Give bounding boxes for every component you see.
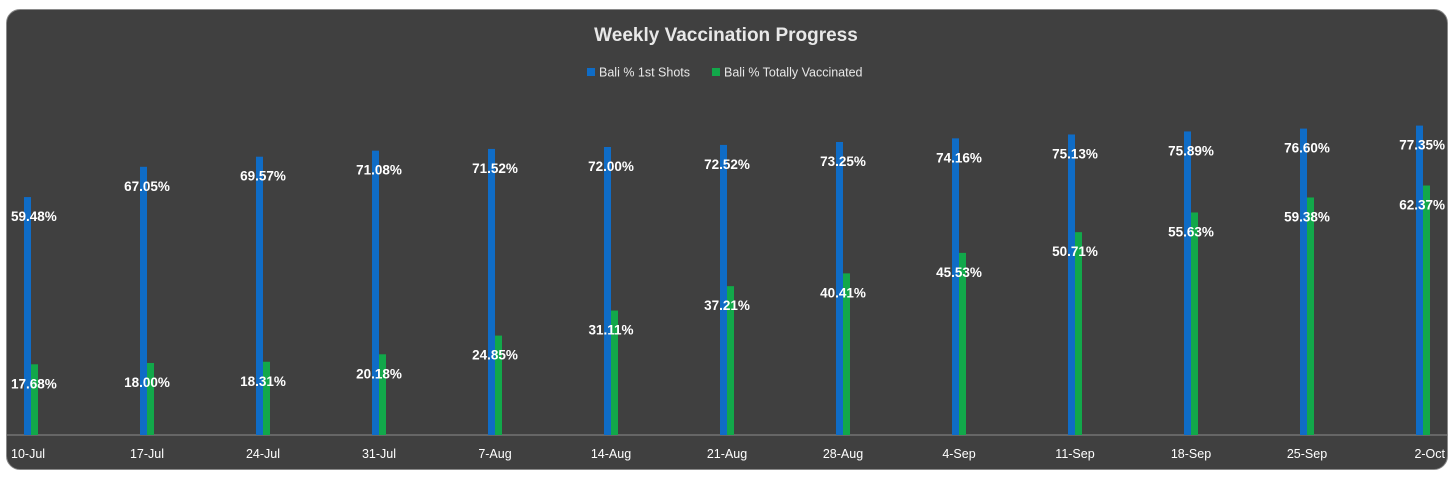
label-first-shots-17-Jul: 67.05% bbox=[124, 179, 170, 194]
chart-frame: Weekly Vaccination Progress Bali % 1st S… bbox=[6, 9, 1448, 470]
label-totally-vaccinated-25-Sep: 59.38% bbox=[1284, 209, 1330, 224]
x-tick-28-Aug: 28-Aug bbox=[823, 447, 863, 461]
bar-first-shots-31-Jul bbox=[372, 150, 379, 435]
x-tick-21-Aug: 21-Aug bbox=[707, 447, 747, 461]
x-tick-14-Aug: 14-Aug bbox=[591, 447, 631, 461]
data-labels-group: 59.48% 17.68% 67.05% 18.00% 69.57% 18.31% 71.0… bbox=[11, 138, 1445, 392]
bars-group bbox=[24, 125, 1430, 436]
bar-first-shots-14-Aug bbox=[604, 147, 611, 435]
x-tick-31-Jul: 31-Jul bbox=[362, 447, 396, 461]
label-first-shots-7-Aug: 71.52% bbox=[472, 161, 518, 176]
chart-svg: Weekly Vaccination Progress Bali % 1st S… bbox=[7, 25, 1447, 461]
x-tick-11-Sep: 11-Sep bbox=[1055, 447, 1094, 461]
x-tick-7-Aug: 7-Aug bbox=[478, 447, 511, 461]
label-totally-vaccinated-7-Aug: 24.85% bbox=[472, 348, 518, 363]
bar-first-shots-21-Aug bbox=[720, 144, 727, 436]
x-tick-17-Jul: 17-Jul bbox=[130, 447, 164, 461]
label-totally-vaccinated-28-Aug: 40.41% bbox=[820, 285, 866, 300]
label-first-shots-10-Jul: 59.48% bbox=[11, 209, 57, 224]
label-first-shots-28-Aug: 73.25% bbox=[820, 154, 866, 169]
bar-first-shots-17-Jul bbox=[140, 166, 147, 436]
bar-totally-vaccinated-7-Aug bbox=[495, 335, 502, 435]
label-totally-vaccinated-18-Sep: 55.63% bbox=[1168, 224, 1214, 239]
x-tick-25-Sep: 25-Sep bbox=[1287, 447, 1327, 461]
label-first-shots-31-Jul: 71.08% bbox=[356, 163, 402, 178]
bar-first-shots-4-Sep bbox=[952, 138, 959, 436]
bar-totally-vaccinated-18-Sep bbox=[1191, 212, 1198, 435]
label-totally-vaccinated-4-Sep: 45.53% bbox=[936, 265, 982, 280]
bar-totally-vaccinated-10-Jul bbox=[31, 364, 38, 435]
label-first-shots-11-Sep: 75.13% bbox=[1052, 146, 1098, 161]
bar-totally-vaccinated-28-Aug bbox=[843, 273, 850, 435]
bar-totally-vaccinated-2-Oct bbox=[1423, 185, 1430, 435]
bar-first-shots-11-Sep bbox=[1068, 134, 1075, 435]
bar-totally-vaccinated-31-Jul bbox=[379, 354, 386, 435]
label-totally-vaccinated-24-Jul: 18.31% bbox=[240, 374, 286, 389]
x-tick-4-Sep: 4-Sep bbox=[942, 447, 975, 461]
bar-totally-vaccinated-11-Sep bbox=[1075, 232, 1082, 435]
label-first-shots-24-Jul: 69.57% bbox=[240, 169, 286, 184]
bar-totally-vaccinated-25-Sep bbox=[1307, 197, 1314, 435]
bar-first-shots-24-Jul bbox=[256, 156, 263, 435]
x-tick-10-Jul: 10-Jul bbox=[11, 447, 45, 461]
bar-totally-vaccinated-4-Sep bbox=[959, 252, 966, 435]
label-totally-vaccinated-17-Jul: 18.00% bbox=[124, 375, 170, 390]
legend: Bali % 1st Shots Bali % Totally Vaccinat… bbox=[587, 66, 863, 80]
bar-first-shots-2-Oct bbox=[1416, 125, 1423, 435]
bar-first-shots-7-Aug bbox=[488, 148, 495, 436]
bar-totally-vaccinated-24-Jul bbox=[263, 361, 270, 435]
label-first-shots-18-Sep: 75.89% bbox=[1168, 143, 1214, 158]
legend-swatch-totally-vaccinated bbox=[712, 68, 720, 76]
x-tick-2-Oct: 2-Oct bbox=[1414, 447, 1445, 461]
label-first-shots-4-Sep: 74.16% bbox=[936, 150, 982, 165]
label-totally-vaccinated-2-Oct: 62.37% bbox=[1399, 198, 1445, 213]
bar-totally-vaccinated-14-Aug bbox=[611, 310, 618, 435]
x-tick-labels-group: 10-Jul 17-Jul 24-Jul 31-Jul 7-Aug 14-Aug 21-Au… bbox=[11, 447, 1446, 461]
label-first-shots-2-Oct: 77.35% bbox=[1399, 138, 1445, 153]
chart-title: Weekly Vaccination Progress bbox=[594, 25, 858, 46]
x-tick-18-Sep: 18-Sep bbox=[1171, 447, 1211, 461]
label-first-shots-21-Aug: 72.52% bbox=[704, 157, 750, 172]
label-first-shots-14-Aug: 72.00% bbox=[588, 159, 634, 174]
label-totally-vaccinated-14-Aug: 31.11% bbox=[588, 323, 633, 338]
label-totally-vaccinated-11-Sep: 50.71% bbox=[1052, 244, 1098, 259]
bar-totally-vaccinated-21-Aug bbox=[727, 286, 734, 435]
label-totally-vaccinated-10-Jul: 17.68% bbox=[11, 376, 57, 391]
bar-first-shots-25-Sep bbox=[1300, 128, 1307, 435]
label-first-shots-25-Sep: 76.60% bbox=[1284, 141, 1330, 156]
legend-label-totally-vaccinated: Bali % Totally Vaccinated bbox=[724, 66, 863, 80]
bar-first-shots-18-Sep bbox=[1184, 131, 1191, 435]
legend-label-first-shots: Bali % 1st Shots bbox=[599, 66, 690, 80]
x-tick-24-Jul: 24-Jul bbox=[246, 447, 280, 461]
label-totally-vaccinated-31-Jul: 20.18% bbox=[356, 366, 402, 381]
legend-swatch-first-shots bbox=[587, 68, 595, 76]
bar-totally-vaccinated-17-Jul bbox=[147, 363, 154, 435]
label-totally-vaccinated-21-Aug: 37.21% bbox=[704, 298, 750, 313]
bar-first-shots-28-Aug bbox=[836, 142, 843, 435]
bar-first-shots-10-Jul bbox=[24, 197, 31, 435]
